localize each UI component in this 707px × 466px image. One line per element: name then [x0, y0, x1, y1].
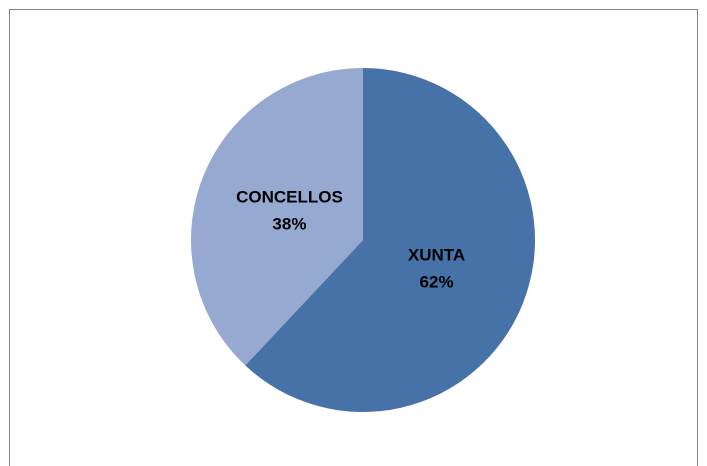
pie-slice	[191, 67, 363, 366]
slice-category-label: CONCELLOS	[236, 187, 343, 206]
slice-value-label: 62%	[420, 273, 454, 292]
slice-category-label: XUNTA	[408, 246, 465, 265]
slice-value-label: 38%	[272, 214, 306, 233]
pie-slice	[245, 68, 535, 412]
